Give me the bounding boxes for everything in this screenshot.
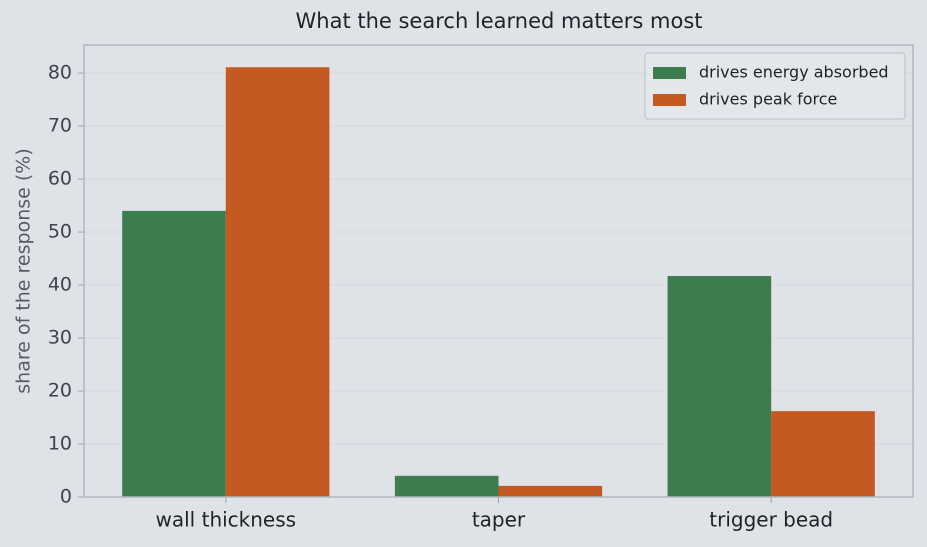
x-tick-label: taper	[472, 508, 526, 532]
x-tick-label: trigger bead	[709, 508, 833, 532]
y-tick-label: 60	[48, 168, 72, 190]
bar	[667, 276, 772, 497]
legend-box	[644, 52, 906, 120]
y-tick-label: 30	[48, 327, 72, 349]
x-tick-label: wall thickness	[156, 508, 297, 532]
y-tick-label: 40	[48, 274, 72, 296]
legend-swatch	[653, 94, 686, 106]
y-tick-label: 0	[60, 486, 72, 508]
bar	[122, 210, 226, 497]
legend-swatch	[653, 67, 686, 79]
legend-label: drives energy absorbed	[699, 63, 889, 82]
y-tick-label: 80	[48, 62, 72, 84]
bar	[394, 475, 499, 497]
chart-title: What the search learned matters most	[296, 9, 703, 33]
y-tick-label: 10	[48, 433, 72, 455]
plot-frame	[83, 44, 914, 498]
y-tick-label: 20	[48, 380, 72, 402]
bar	[225, 67, 330, 498]
bar	[498, 485, 603, 497]
y-tick-label: 50	[48, 221, 72, 243]
y-axis-label: share of the response (%)	[13, 148, 35, 394]
bar	[771, 411, 875, 497]
y-tick-label: 70	[48, 115, 72, 137]
legend-label: drives peak force	[699, 90, 837, 109]
